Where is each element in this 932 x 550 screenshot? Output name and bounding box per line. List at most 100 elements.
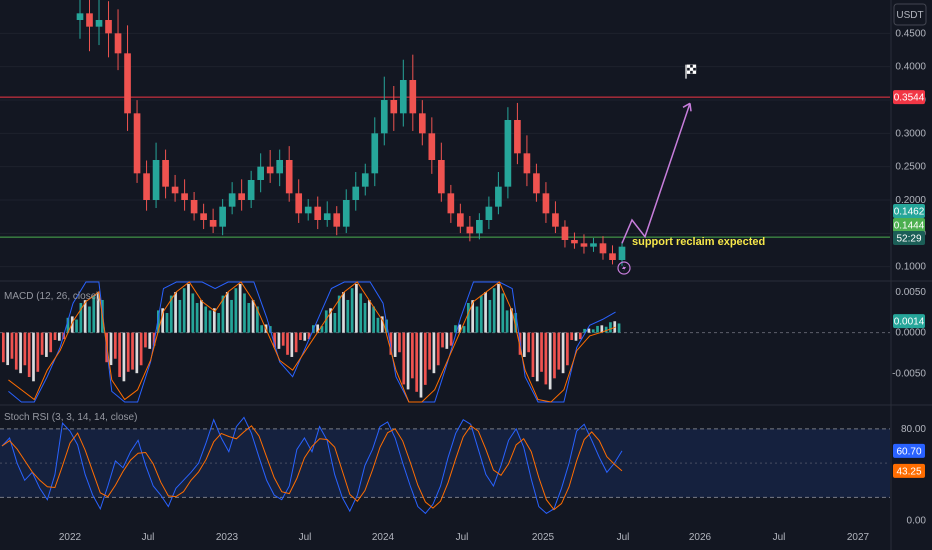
candle-body[interactable] (228, 193, 236, 207)
candle-body[interactable] (285, 160, 293, 194)
candle-body[interactable] (124, 53, 131, 114)
time-tick-label: Jul (617, 532, 630, 543)
candle-body[interactable] (495, 186, 502, 207)
candle-body[interactable] (552, 213, 559, 227)
candle-body[interactable] (105, 20, 112, 34)
candle-body[interactable] (171, 186, 179, 194)
stoch-value-tag[interactable]: 60.70 (893, 443, 925, 458)
candle-body[interactable] (609, 253, 616, 260)
macd-histogram-bar (376, 317, 380, 333)
candle-body[interactable] (209, 220, 217, 227)
macd-pane[interactable]: 0.0050 0.0000 -0.0050 0.0014 (0, 281, 926, 403)
stoch-rsi-title[interactable]: Stoch RSI (3, 3, 14, 14, close) (4, 412, 137, 423)
macd-line[interactable] (8, 281, 616, 403)
candle-body[interactable] (295, 193, 303, 214)
candle-body[interactable] (561, 226, 569, 240)
macd-value-tag[interactable]: 0.0014 (893, 314, 925, 329)
macd-histogram-bar (342, 292, 345, 333)
currency-button[interactable]: USDT (893, 3, 927, 26)
price-tag[interactable]: 0.1444 (893, 218, 925, 232)
candle-body[interactable] (219, 206, 226, 227)
candle-body[interactable] (599, 243, 607, 254)
macd-histogram-bar (144, 332, 147, 348)
candle-body[interactable] (76, 13, 84, 20)
candle-body[interactable] (523, 153, 531, 174)
macd-histogram-bar (187, 283, 190, 333)
candle-body[interactable] (276, 160, 284, 174)
candle-body[interactable] (485, 206, 493, 220)
candle-body[interactable] (352, 186, 360, 200)
stoch-k-line[interactable] (1, 416, 623, 515)
candle-body[interactable] (380, 100, 388, 134)
candle-body[interactable] (342, 200, 350, 227)
candle-body[interactable] (314, 206, 322, 220)
candle-body[interactable] (409, 80, 417, 114)
candle-body[interactable] (447, 193, 455, 214)
candle-body[interactable] (590, 243, 597, 247)
macd-histogram-bar (467, 303, 470, 333)
candle-body[interactable] (200, 213, 207, 220)
stoch-d-line[interactable] (1, 425, 623, 511)
candle-body[interactable] (428, 133, 436, 160)
candle-body[interactable] (514, 120, 521, 154)
price-pane[interactable]: 0.45000.40000.35000.30000.25000.20000.15… (0, 0, 926, 275)
price-tag[interactable]: 0.1462 (893, 204, 925, 218)
candle-body[interactable] (418, 113, 426, 134)
macd-title[interactable]: MACD (12, 26, close) (4, 291, 100, 302)
macd-histogram-bar (497, 283, 500, 333)
flag-square (689, 70, 694, 74)
candle-body[interactable] (504, 120, 512, 187)
time-tick-label: Jul (142, 532, 155, 543)
macd-value-bg (893, 314, 925, 329)
macd-histogram-bar (350, 288, 354, 333)
candle-body[interactable] (371, 133, 379, 174)
candle-body[interactable] (457, 213, 464, 227)
macd-histogram-bar (557, 332, 561, 370)
candle-body[interactable] (476, 220, 483, 234)
candle-body[interactable] (143, 173, 150, 200)
candle-body[interactable] (266, 166, 274, 174)
lightning-icon[interactable] (617, 261, 631, 275)
stoch-value-tag[interactable]: 43.25 (893, 463, 925, 478)
candle-body[interactable] (323, 213, 331, 220)
candle-body[interactable] (133, 113, 141, 174)
candle-body[interactable] (152, 160, 160, 200)
candle-body[interactable] (257, 166, 264, 180)
candle-body[interactable] (162, 160, 169, 187)
checkered-flag-icon[interactable] (685, 64, 697, 79)
candle-body[interactable] (542, 193, 550, 214)
projection-path[interactable] (621, 103, 691, 244)
candle-body[interactable] (333, 213, 341, 227)
candle-body[interactable] (181, 193, 188, 200)
candle-body[interactable] (190, 200, 198, 214)
stoch-pane[interactable]: 80.00 0.00 60.70 43.25 (0, 416, 926, 526)
candle-body[interactable] (390, 100, 398, 114)
candle-body[interactable] (304, 206, 312, 214)
macd-histogram-bar (359, 293, 363, 333)
candle-body[interactable] (361, 173, 369, 187)
candle-body[interactable] (247, 180, 255, 200)
macd-histogram-bar (587, 328, 591, 333)
projection-arrowhead (682, 102, 692, 112)
candle-body[interactable] (114, 33, 122, 54)
macd-histogram-bar (32, 332, 35, 382)
candle-body[interactable] (399, 80, 407, 114)
candle-body[interactable] (438, 160, 445, 194)
candle-body[interactable] (571, 240, 578, 244)
macd-histogram-bar (273, 332, 276, 348)
candle-body[interactable] (618, 246, 626, 260)
candle-body[interactable] (95, 20, 103, 27)
macd-histogram-bar (122, 332, 126, 382)
price-tag[interactable]: 0.3544 (893, 90, 925, 105)
candle-body[interactable] (238, 193, 245, 200)
time-axis[interactable]: 2022 Jul 2023 Jul 2024 Jul 2025 Jul 2026 Jul 2027 (59, 532, 870, 543)
candle-body[interactable] (580, 243, 588, 247)
macd-histogram-bar (2, 332, 5, 363)
candle-body[interactable] (533, 173, 540, 194)
macd-signal-line[interactable] (8, 281, 616, 403)
candle-body[interactable] (86, 13, 93, 27)
price-tag[interactable]: 52:29 (893, 231, 925, 245)
candle-body[interactable] (466, 226, 474, 234)
